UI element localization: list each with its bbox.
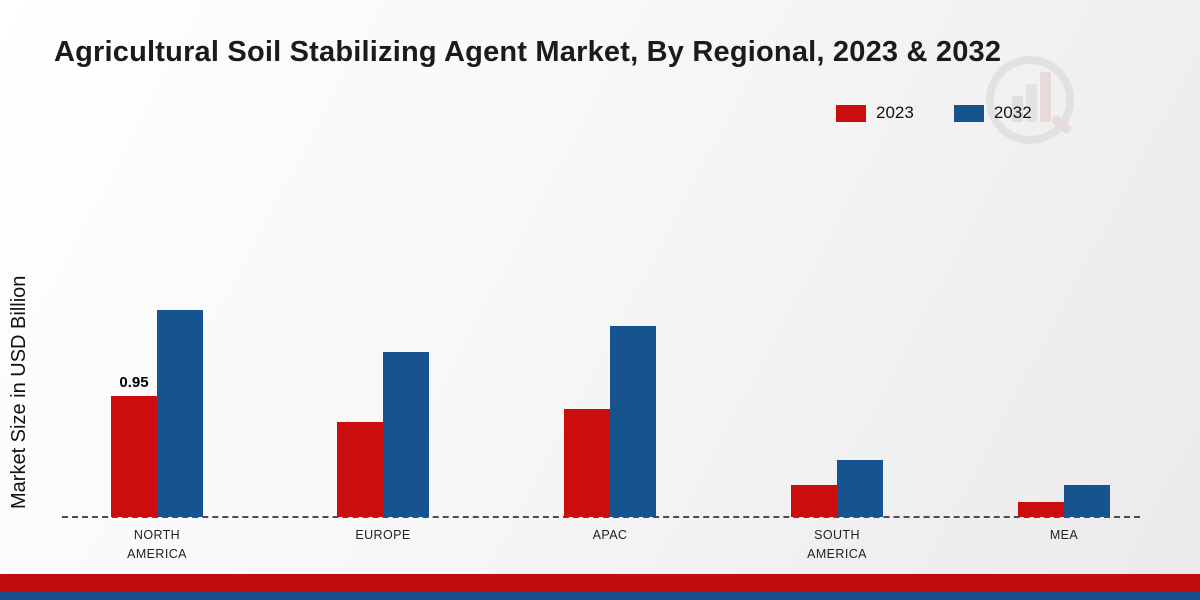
- legend-label-2032: 2032: [993, 103, 1032, 122]
- bar-2023-mea: [1018, 502, 1064, 517]
- category-label-apac: APAC: [592, 528, 628, 542]
- footer-blue-band: [0, 591, 1200, 600]
- bar-2032-south-america: [837, 460, 883, 517]
- bar-2032-mea: [1064, 485, 1110, 517]
- category-label-mea: MEA: [1049, 528, 1079, 542]
- category-label-north-america: NORTH AMERICA: [127, 528, 187, 561]
- bar-2023-europe: [337, 422, 383, 517]
- bar-2032-north-america: [157, 310, 203, 517]
- bar-2023-apac: [564, 409, 610, 517]
- legend: 2023 2032: [836, 103, 1032, 123]
- page-title: Agricultural Soil Stabilizing Agent Mark…: [54, 36, 1002, 68]
- category-label-south-america: SOUTH AMERICA: [807, 528, 867, 561]
- bar-2023-north-america: [111, 396, 157, 517]
- bar-2032-europe: [383, 352, 429, 517]
- legend-label-2023: 2023: [876, 103, 914, 122]
- legend-swatch-2023: [836, 104, 866, 122]
- legend-item-2023: 2023: [836, 103, 914, 123]
- bar-2032-apac: [610, 326, 656, 517]
- footer-red-band: [0, 574, 1200, 591]
- data-label-2023-north-america: 0.95: [119, 374, 149, 391]
- legend-swatch-2032: [953, 104, 984, 122]
- x-axis-baseline: [62, 516, 1140, 518]
- bar-2023-south-america: [791, 485, 837, 517]
- category-label-europe: EUROPE: [355, 528, 411, 542]
- legend-item-2032: 2032: [953, 103, 1032, 123]
